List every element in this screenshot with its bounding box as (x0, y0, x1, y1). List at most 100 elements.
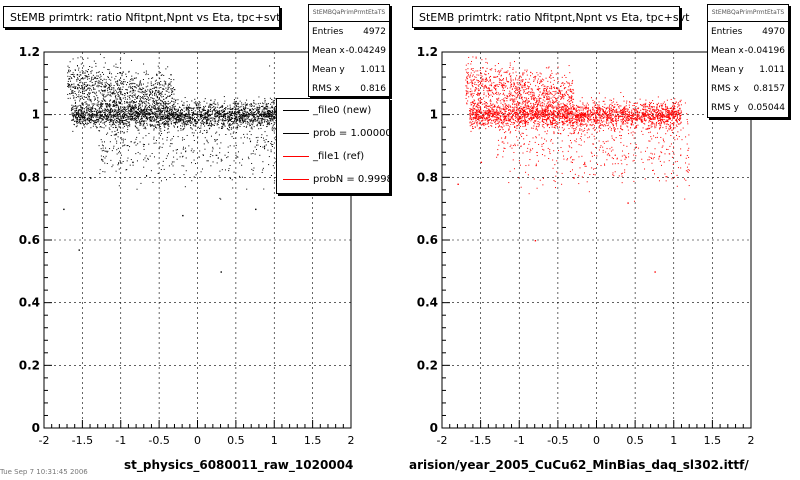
left-data-point (102, 160, 104, 162)
left-data-point (127, 121, 129, 123)
left-data-point (118, 79, 120, 81)
left-data-point (159, 126, 161, 128)
left-data-point (117, 81, 119, 83)
left-data-point (171, 161, 173, 163)
left-data-point (134, 119, 136, 121)
left-data-point (188, 121, 190, 123)
left-data-point (87, 104, 89, 106)
left-data-point (134, 98, 136, 100)
left-data-point (136, 114, 138, 116)
left-data-point (252, 121, 254, 123)
right-data-point (569, 121, 571, 123)
left-data-point (146, 94, 148, 96)
left-data-point (88, 114, 90, 116)
left-data-point (261, 122, 263, 124)
right-data-point (663, 118, 665, 120)
right-data-point (598, 113, 600, 115)
left-data-point (114, 138, 116, 140)
left-data-point (265, 113, 267, 115)
left-data-point (208, 105, 210, 107)
left-data-point (142, 113, 144, 115)
left-data-point (123, 109, 125, 111)
left-data-point (159, 120, 161, 122)
left-data-point (184, 121, 186, 123)
left-data-point (225, 113, 227, 115)
left-data-point (242, 120, 244, 122)
left-data-point (162, 114, 164, 116)
left-data-point (253, 105, 255, 107)
left-data-point (182, 155, 184, 157)
right-data-point (595, 122, 597, 124)
left-data-point (123, 131, 125, 133)
right-data-point (659, 110, 661, 112)
right-data-point (639, 111, 641, 113)
left-data-point (257, 110, 259, 112)
left-data-point (158, 84, 160, 86)
left-data-point (252, 122, 254, 124)
right-data-point (546, 118, 548, 120)
left-data-point (156, 96, 158, 98)
left-data-point (271, 116, 273, 118)
left-data-point (238, 109, 240, 111)
left-data-point (201, 111, 203, 113)
left-data-point (214, 117, 216, 119)
left-data-point (233, 171, 235, 173)
left-data-point (170, 93, 172, 95)
left-data-point (143, 101, 145, 103)
left-data-point (220, 142, 222, 144)
left-data-point (71, 114, 73, 116)
left-data-point (103, 78, 105, 80)
left-data-point (146, 99, 148, 101)
left-data-point (109, 109, 111, 111)
left-data-point (160, 107, 162, 109)
left-data-point (78, 96, 80, 98)
right-data-point (478, 100, 480, 102)
left-data-point (135, 138, 137, 140)
left-data-point (273, 100, 275, 102)
right-data-point (631, 118, 633, 120)
left-data-point (69, 75, 71, 77)
left-data-point (229, 145, 231, 147)
left-data-point (78, 109, 80, 111)
left-data-point (99, 115, 101, 117)
left-data-point (239, 114, 241, 116)
left-data-point (153, 128, 155, 130)
left-data-point (241, 119, 243, 121)
left-data-point (229, 123, 231, 125)
right-data-point (469, 118, 471, 120)
right-data-point (587, 119, 589, 121)
left-data-point (182, 128, 184, 130)
left-data-point (143, 94, 145, 96)
left-data-point (136, 112, 138, 114)
left-data-point (71, 92, 73, 94)
right-data-point (602, 109, 604, 111)
right-data-point (652, 106, 654, 108)
left-data-point (128, 106, 130, 108)
left-data-point (177, 110, 179, 112)
right-data-point (615, 119, 617, 121)
left-data-point (86, 122, 88, 124)
left-data-point (115, 125, 117, 127)
left-data-point (173, 79, 175, 81)
left-data-point (163, 118, 165, 120)
left-data-point (253, 119, 255, 121)
left-data-point (168, 131, 170, 133)
left-data-point (275, 136, 277, 138)
left-data-point (173, 122, 175, 124)
left-data-point (101, 159, 103, 161)
left-data-point (193, 113, 195, 115)
left-data-point (207, 118, 209, 120)
left-data-point (157, 121, 159, 123)
right-data-point (602, 112, 604, 114)
left-data-point (127, 149, 129, 151)
left-data-point (149, 113, 151, 115)
left-data-point (244, 114, 246, 116)
left-data-point (192, 107, 194, 109)
left-data-point (122, 82, 124, 84)
left-data-point (220, 198, 222, 200)
left-data-point (123, 111, 125, 113)
left-data-point (83, 124, 85, 126)
left-data-point (112, 109, 114, 111)
left-data-point (187, 118, 189, 120)
left-data-point (193, 176, 195, 178)
